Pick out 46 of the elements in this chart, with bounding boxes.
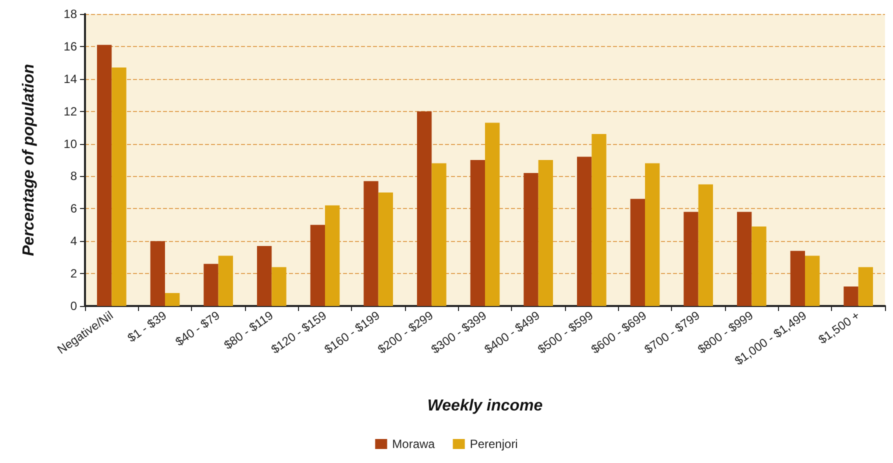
y-tick-label: 8 (70, 169, 78, 184)
legend-label: Perenjori (470, 437, 518, 451)
bar (485, 122, 500, 306)
y-tick-label: 0 (70, 299, 78, 313)
bar (257, 246, 272, 306)
bar (844, 286, 858, 306)
y-tick-label: 12 (64, 104, 78, 118)
bar (165, 293, 180, 306)
y-tick-label: 14 (64, 72, 78, 86)
bar (112, 68, 126, 306)
bar (752, 226, 766, 306)
bar (858, 267, 873, 306)
bar (378, 192, 393, 306)
bar (684, 212, 698, 306)
y-tick-label: 18 (64, 7, 78, 21)
bar (150, 241, 165, 306)
y-tick-label: 4 (70, 234, 78, 248)
bar (737, 212, 752, 306)
bar (524, 172, 538, 306)
bar (470, 160, 485, 306)
x-tick-label: $40 - $79 (172, 308, 223, 349)
bar (310, 224, 325, 306)
bar (577, 156, 592, 306)
y-axis-title: Percentage of population (20, 64, 38, 256)
bar (630, 198, 645, 306)
x-tick-label: $1 - $39 (124, 308, 170, 346)
bar (538, 160, 553, 306)
x-axis-title: Weekly income (427, 398, 543, 414)
bar (432, 163, 446, 306)
bar (97, 44, 112, 306)
bar (790, 250, 805, 306)
y-tick-label: 6 (70, 202, 78, 216)
bar (364, 181, 378, 306)
bar (698, 184, 713, 306)
bar (204, 264, 218, 306)
bar (272, 267, 286, 306)
legend-label: Morawa (392, 437, 436, 451)
bar (218, 256, 233, 306)
y-tick-label: 10 (64, 136, 78, 151)
bar (805, 256, 820, 306)
bar (417, 111, 432, 306)
bar (592, 134, 606, 306)
y-tick-label: 16 (64, 39, 78, 54)
bar (325, 205, 340, 306)
y-tick-label: 2 (70, 266, 78, 281)
bar (645, 163, 660, 306)
